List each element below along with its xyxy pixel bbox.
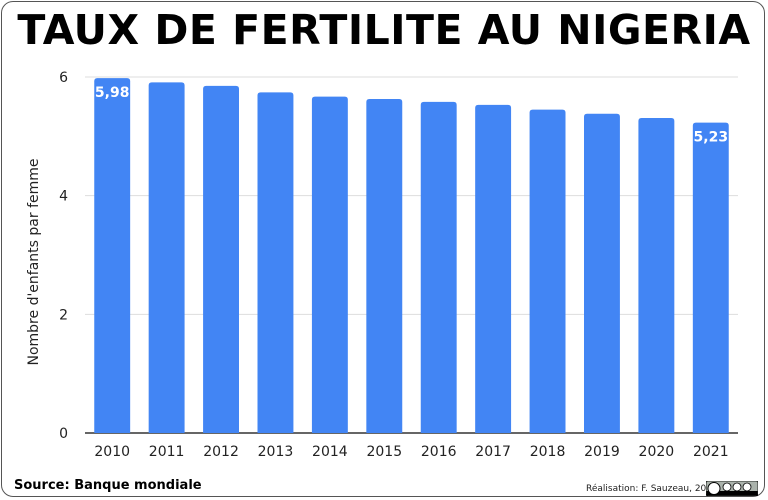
x-tick-label: 2013	[258, 444, 294, 460]
bar-2012	[203, 85, 239, 434]
y-tick-label: 2	[59, 307, 68, 323]
x-tick-label: 2020	[639, 444, 675, 460]
source-note: Source: Banque mondiale	[14, 478, 202, 493]
chart-title: TAUX DE FERTILITE AU NIGERIA	[17, 6, 751, 54]
bar-2013	[257, 92, 294, 433]
data-labels: 5,98 5,23	[95, 85, 728, 145]
y-axis-label: Nombre d'enfants par femme	[26, 158, 42, 365]
y-tick-label: 6	[59, 70, 68, 86]
bar-2015	[366, 98, 403, 433]
bar-2019	[584, 113, 620, 433]
data-label-2010: 5,98	[95, 85, 130, 101]
bar-2020	[638, 117, 675, 433]
bar-2014	[311, 96, 348, 433]
x-tick-label: 2021	[693, 444, 729, 460]
x-tick-label: 2018	[530, 444, 566, 460]
x-tick-label: 2014	[312, 444, 348, 460]
bar-2010	[94, 78, 131, 433]
grid-lines	[85, 76, 738, 434]
x-tick-label: 2010	[94, 444, 130, 460]
bar-2017	[475, 104, 512, 434]
x-tick-label: 2019	[584, 444, 620, 460]
y-tick-label: 0	[59, 426, 68, 442]
bar-2016	[420, 101, 457, 434]
x-tick-labels: 2010 2011 2012 2013 2014 2015 2016 2017 2018 2019…	[94, 444, 728, 460]
credit-note: Réalisation: F. Sauzeau, 2023	[586, 484, 718, 494]
x-tick-label: 2012	[203, 444, 239, 460]
bar-2011	[148, 82, 185, 433]
bar-2018	[529, 109, 566, 433]
x-tick-label: 2011	[149, 444, 185, 460]
cc-by-nc-sa-icon	[706, 481, 758, 496]
x-tick-label: 2015	[366, 444, 402, 460]
x-tick-label: 2017	[475, 444, 511, 460]
y-tick-labels: 0 2 4 6	[59, 70, 68, 442]
x-tick-label: 2016	[421, 444, 457, 460]
bar-2021	[692, 122, 729, 433]
y-tick-label: 4	[59, 189, 68, 205]
bars	[94, 78, 729, 434]
data-label-2021: 5,23	[694, 130, 729, 146]
